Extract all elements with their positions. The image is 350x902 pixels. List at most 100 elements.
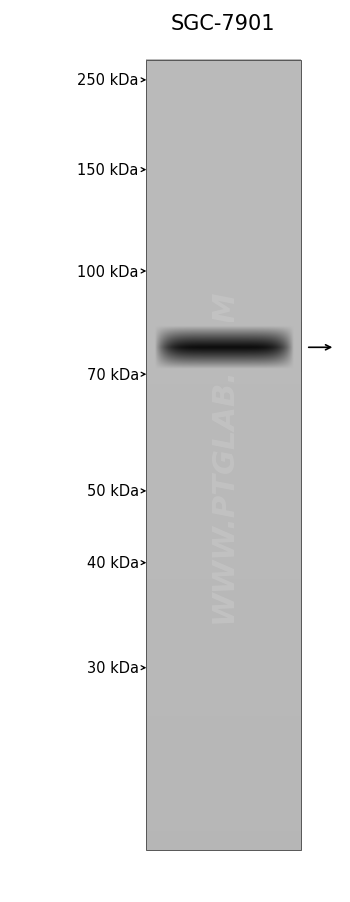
Bar bbox=[146, 768, 301, 771]
Bar bbox=[146, 649, 301, 653]
Bar bbox=[146, 226, 301, 229]
Bar bbox=[146, 420, 301, 424]
Bar bbox=[146, 279, 301, 282]
Bar bbox=[146, 126, 301, 129]
Bar bbox=[146, 839, 301, 842]
Bar bbox=[146, 158, 301, 161]
Bar bbox=[146, 470, 301, 474]
Bar bbox=[146, 825, 301, 829]
Bar bbox=[146, 589, 301, 593]
Bar bbox=[146, 308, 301, 311]
Bar bbox=[146, 262, 301, 266]
Bar bbox=[146, 110, 301, 114]
Bar bbox=[146, 833, 301, 837]
Bar bbox=[146, 696, 301, 700]
Bar bbox=[146, 780, 301, 784]
Bar bbox=[146, 842, 301, 844]
Bar bbox=[146, 254, 301, 258]
Bar bbox=[146, 63, 301, 67]
Bar bbox=[146, 99, 301, 103]
Bar bbox=[146, 213, 301, 216]
Bar bbox=[146, 799, 301, 803]
Bar bbox=[146, 555, 301, 558]
Bar bbox=[146, 84, 301, 87]
Bar bbox=[146, 630, 301, 634]
Bar bbox=[146, 173, 301, 177]
Bar bbox=[146, 405, 301, 408]
Bar bbox=[146, 526, 301, 529]
Bar bbox=[146, 431, 301, 435]
Bar bbox=[146, 791, 301, 795]
Bar bbox=[146, 152, 301, 156]
Bar bbox=[146, 455, 301, 458]
Bar bbox=[146, 817, 301, 821]
Bar bbox=[146, 452, 301, 456]
Bar bbox=[146, 76, 301, 79]
Bar bbox=[146, 252, 301, 255]
Bar bbox=[146, 365, 301, 369]
Bar bbox=[146, 221, 301, 224]
Bar bbox=[146, 260, 301, 263]
Bar bbox=[146, 373, 301, 377]
Bar bbox=[146, 160, 301, 163]
Bar bbox=[146, 565, 301, 568]
Bar bbox=[146, 731, 301, 734]
Bar bbox=[146, 694, 301, 697]
Bar bbox=[146, 426, 301, 429]
Bar bbox=[146, 563, 301, 566]
Bar bbox=[146, 133, 301, 137]
Bar bbox=[146, 788, 301, 792]
Bar bbox=[146, 786, 301, 789]
Bar bbox=[146, 625, 301, 629]
Bar bbox=[146, 444, 301, 447]
Bar bbox=[146, 250, 301, 253]
Bar bbox=[146, 776, 301, 779]
Bar bbox=[146, 310, 301, 314]
Bar bbox=[146, 581, 301, 584]
Bar bbox=[146, 670, 301, 674]
Bar bbox=[146, 199, 301, 203]
Bar bbox=[146, 796, 301, 800]
Bar bbox=[146, 449, 301, 453]
Bar bbox=[146, 843, 301, 847]
Bar bbox=[146, 165, 301, 169]
Bar bbox=[146, 187, 301, 190]
Bar bbox=[146, 97, 301, 100]
Bar bbox=[146, 179, 301, 182]
Bar bbox=[146, 136, 301, 140]
Bar bbox=[146, 607, 301, 611]
Bar bbox=[146, 155, 301, 159]
Bar bbox=[146, 494, 301, 498]
Bar bbox=[146, 247, 301, 251]
Bar bbox=[146, 289, 301, 292]
Bar bbox=[146, 236, 301, 240]
Bar bbox=[146, 297, 301, 300]
Bar bbox=[146, 762, 301, 766]
Bar bbox=[146, 481, 301, 484]
Bar bbox=[146, 202, 301, 206]
Bar bbox=[146, 376, 301, 379]
Bar bbox=[146, 346, 301, 350]
Text: 40 kDa: 40 kDa bbox=[87, 556, 139, 571]
Bar bbox=[146, 87, 301, 90]
Bar bbox=[146, 68, 301, 71]
Bar bbox=[146, 441, 301, 445]
Bar bbox=[146, 759, 301, 763]
Bar bbox=[146, 810, 301, 813]
Bar bbox=[146, 639, 301, 642]
Bar bbox=[146, 618, 301, 621]
Bar bbox=[146, 176, 301, 179]
Bar bbox=[146, 497, 301, 501]
Bar bbox=[146, 489, 301, 492]
Bar bbox=[146, 216, 301, 219]
Bar bbox=[146, 673, 301, 676]
Bar bbox=[146, 326, 301, 329]
Bar bbox=[146, 354, 301, 358]
Bar bbox=[146, 273, 301, 277]
Text: 100 kDa: 100 kDa bbox=[77, 264, 139, 280]
Text: 30 kDa: 30 kDa bbox=[87, 660, 139, 676]
Bar bbox=[146, 718, 301, 721]
Bar bbox=[146, 707, 301, 711]
Bar bbox=[146, 655, 301, 658]
Bar bbox=[146, 61, 301, 850]
